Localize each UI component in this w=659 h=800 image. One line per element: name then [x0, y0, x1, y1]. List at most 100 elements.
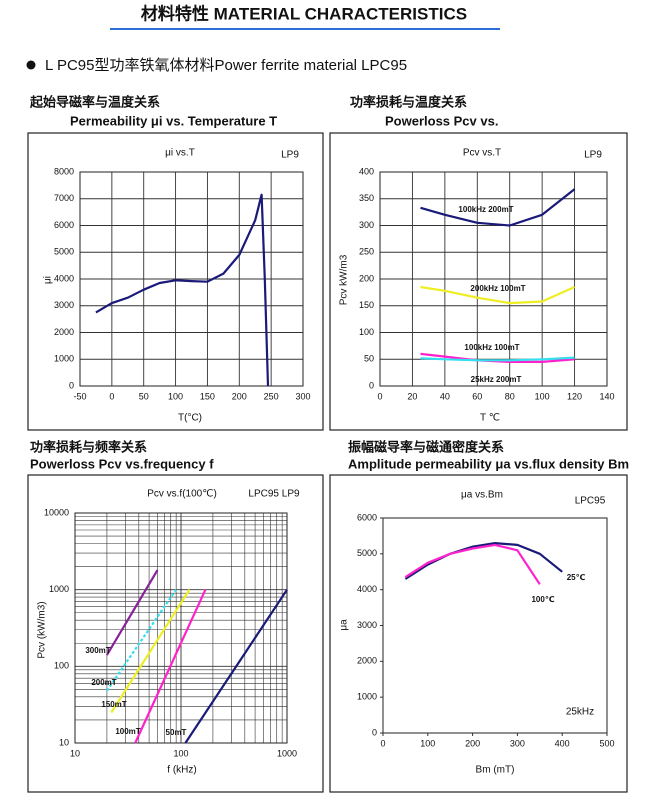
annotation: LPC95 LP9	[248, 489, 300, 500]
chart-subtitle: μi vs.T	[165, 148, 195, 159]
y-tick-label: 1000	[49, 584, 69, 594]
y-tick-label: 0	[369, 380, 374, 390]
series-line	[420, 285, 576, 305]
series-line	[420, 188, 576, 227]
series-line	[110, 589, 191, 714]
series-line	[105, 569, 159, 656]
y-tick-label: 7000	[54, 193, 74, 203]
x-tick-label: 40	[440, 391, 450, 401]
x-tick-label: 0	[377, 391, 382, 401]
plot-frame	[79, 171, 304, 387]
chart-frame	[329, 132, 628, 431]
y-tick-label: 10000	[44, 507, 69, 517]
y-tick-label: 1000	[357, 692, 377, 702]
x-tick-label: 150	[200, 391, 215, 401]
series-line	[404, 542, 563, 580]
series-line	[184, 589, 288, 744]
plot-frame	[382, 517, 608, 734]
chart-subtitle: Pcv vs.T	[463, 148, 501, 159]
series-line	[134, 589, 207, 744]
x-tick-label: 0	[380, 738, 385, 748]
section-title: Powerloss Pcv vs.	[385, 113, 498, 128]
chart-frame	[27, 474, 324, 793]
y-tick-label: 2000	[357, 656, 377, 666]
x-axis-label: T(°C)	[178, 413, 202, 424]
series-label: 100mT	[115, 727, 140, 736]
series-label: 25℃	[567, 573, 586, 582]
section-title-zh: 功率损耗与频率关系	[30, 439, 147, 454]
series-label: 25kHz 200mT	[471, 375, 522, 384]
bullet	[26, 60, 36, 70]
y-axis-label: μa	[339, 619, 350, 631]
series-label: 100kHz 100mT	[464, 343, 519, 352]
section-title-zh: 功率损耗与温度关系	[350, 94, 467, 109]
series-label: 150mT	[101, 700, 126, 709]
y-tick-label: 100	[359, 327, 374, 337]
x-tick-label: 100	[420, 738, 435, 748]
section-title: Permeability μi vs. Temperature T	[70, 113, 277, 128]
y-tick-label: 0	[372, 727, 377, 737]
x-axis-label: Bm (mT)	[476, 765, 515, 776]
x-tick-label: 140	[599, 391, 614, 401]
intro: L PC95型功率铁氧体材料Power ferrite material LPC…	[45, 57, 407, 74]
chart-frame	[329, 474, 628, 793]
x-tick-label: 100	[173, 748, 188, 758]
x-tick-label: 10	[70, 748, 80, 758]
heading: 材料特性 MATERIAL CHARACTERISTICS	[141, 3, 467, 23]
y-tick-label: 100	[54, 661, 69, 671]
annotation: LPC95	[575, 496, 606, 507]
y-tick-label: 6000	[357, 512, 377, 522]
y-tick-label: 2000	[54, 327, 74, 337]
chart-subtitle: μa vs.Bm	[461, 490, 503, 501]
y-tick-label: 6000	[54, 220, 74, 230]
y-tick-label: 5000	[54, 247, 74, 257]
annotation: 25kHz	[566, 707, 594, 718]
section-title: Powerloss Pcv vs.frequency f	[30, 456, 214, 471]
x-tick-label: -50	[73, 391, 86, 401]
y-tick-label: 0	[69, 380, 74, 390]
y-tick-label: 250	[359, 247, 374, 257]
series-line	[105, 589, 178, 692]
x-axis-label: T ℃	[480, 413, 500, 424]
series-line	[420, 356, 575, 362]
x-tick-label: 100	[168, 391, 183, 401]
plot-frame	[74, 512, 288, 744]
y-tick-label: 4000	[357, 584, 377, 594]
y-axis-label: μi	[43, 276, 54, 284]
y-tick-label: 8000	[54, 166, 74, 176]
section-title: Amplitude permeability μa vs.flux densit…	[348, 456, 629, 471]
y-tick-label: 300	[359, 220, 374, 230]
x-tick-label: 50	[139, 391, 149, 401]
x-tick-label: 1000	[277, 748, 297, 758]
x-tick-label: 200	[232, 391, 247, 401]
y-tick-label: 5000	[357, 548, 377, 558]
section-title-zh: 振幅磁导率与磁通密度关系	[348, 439, 504, 454]
annotation: LP9	[281, 150, 299, 161]
plot-frame	[379, 171, 608, 387]
series-label: 100kHz 200mT	[458, 205, 513, 214]
y-axis-label: Pcv (kW/m3)	[37, 601, 48, 658]
x-tick-label: 20	[407, 391, 417, 401]
x-tick-label: 80	[505, 391, 515, 401]
y-axis-label: Pcv kW/m3	[339, 254, 350, 305]
series-label: 100℃	[531, 595, 554, 604]
y-tick-label: 400	[359, 166, 374, 176]
x-tick-label: 120	[567, 391, 582, 401]
chart-subtitle: Pcv vs.f(100℃)	[147, 489, 217, 500]
series-label: 200kHz 100mT	[470, 284, 525, 293]
series-line	[95, 193, 270, 387]
y-tick-label: 150	[359, 300, 374, 310]
y-tick-label: 350	[359, 193, 374, 203]
chart-frame	[27, 132, 324, 431]
x-tick-label: 100	[535, 391, 550, 401]
y-tick-label: 3000	[54, 300, 74, 310]
x-tick-label: 400	[555, 738, 570, 748]
series-label: 200mT	[91, 678, 116, 687]
series-line	[404, 543, 541, 585]
y-tick-label: 1000	[54, 354, 74, 364]
x-tick-label: 0	[109, 391, 114, 401]
x-tick-label: 300	[295, 391, 310, 401]
y-tick-label: 3000	[357, 620, 377, 630]
annotation: LP9	[584, 150, 602, 161]
